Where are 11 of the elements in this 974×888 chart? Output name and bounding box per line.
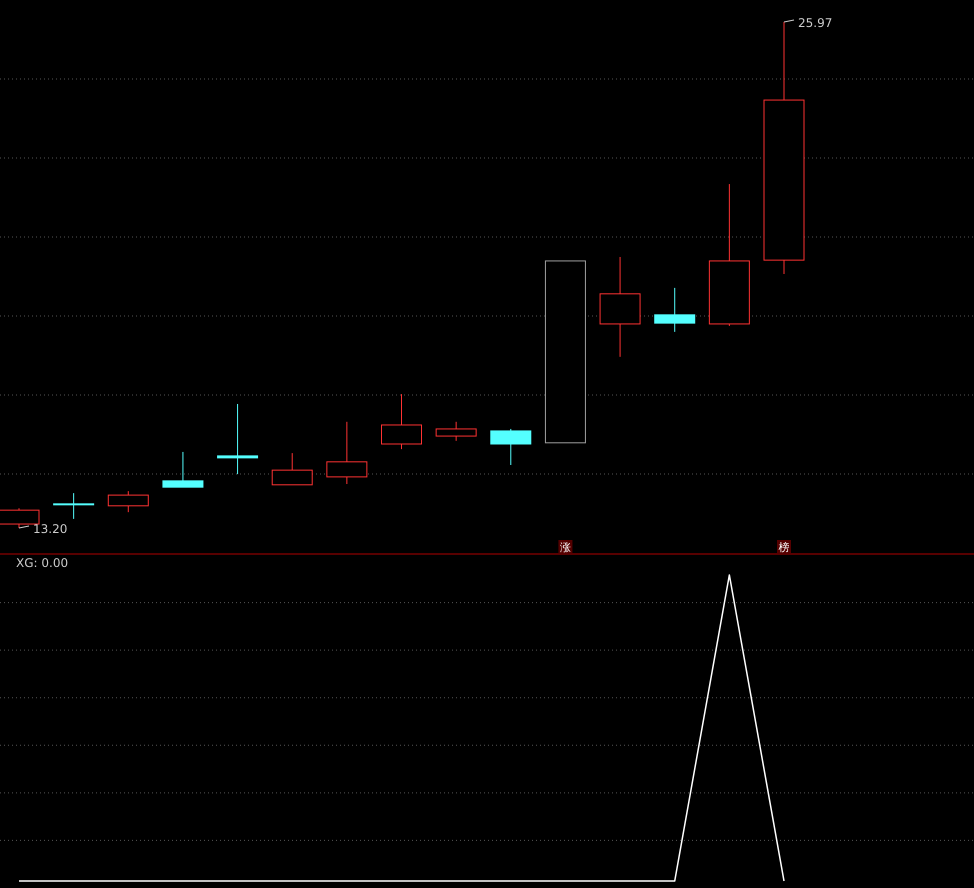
chart-title: XG: 0.00	[16, 556, 68, 570]
annotation: 13.20	[33, 522, 68, 536]
candlestick	[326, 421, 368, 485]
candlestick	[53, 492, 94, 520]
annotation: 25.97	[798, 16, 832, 30]
text: 涨	[560, 541, 571, 554]
candlestick	[654, 287, 696, 332]
candlestick	[436, 421, 477, 442]
candlestick	[600, 256, 641, 358]
text: 榜	[778, 541, 790, 554]
candlestick	[217, 403, 258, 475]
